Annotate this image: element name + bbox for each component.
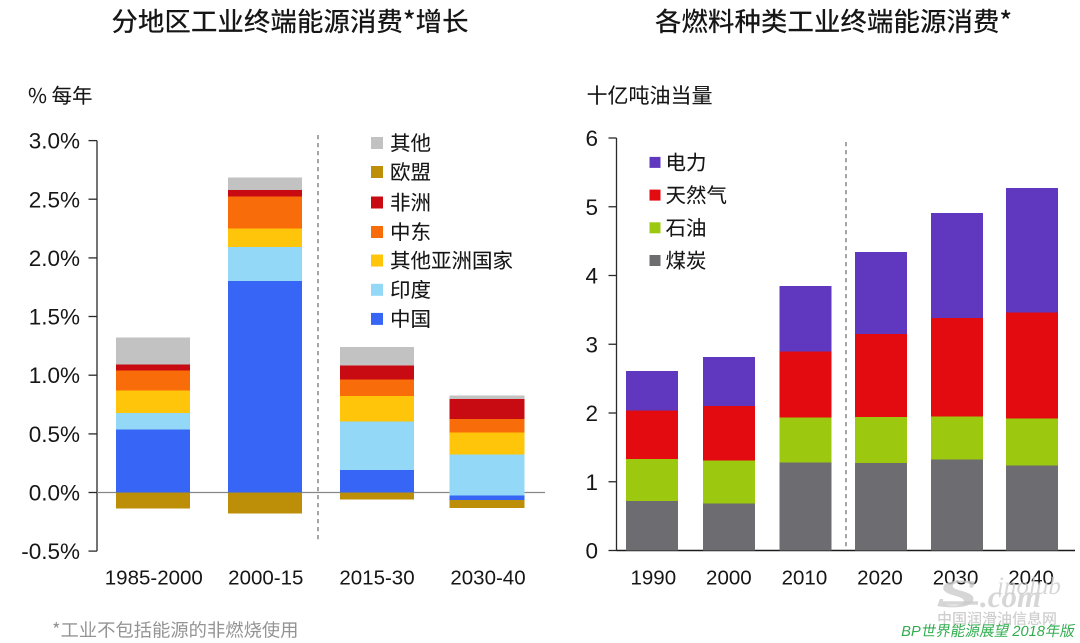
svg-text:1: 1 bbox=[585, 470, 598, 495]
svg-text:5: 5 bbox=[585, 195, 598, 220]
svg-text:2030-40: 2030-40 bbox=[450, 567, 525, 590]
svg-text:0.0%: 0.0% bbox=[29, 481, 80, 506]
svg-text:0: 0 bbox=[585, 539, 598, 564]
svg-text:2000: 2000 bbox=[706, 567, 752, 590]
svg-text:2015-30: 2015-30 bbox=[339, 567, 414, 590]
svg-text:2040: 2040 bbox=[1008, 567, 1054, 590]
svg-text:2: 2 bbox=[585, 401, 598, 426]
svg-text:2.5%: 2.5% bbox=[29, 187, 80, 212]
svg-text:1.5%: 1.5% bbox=[29, 305, 80, 330]
svg-text:6: 6 bbox=[585, 126, 598, 151]
svg-text:-0.5%: -0.5% bbox=[21, 539, 80, 564]
svg-text:3.0%: 3.0% bbox=[29, 129, 80, 154]
svg-text:1985-2000: 1985-2000 bbox=[105, 567, 203, 590]
svg-text:3: 3 bbox=[585, 332, 598, 357]
svg-text:2010: 2010 bbox=[782, 567, 828, 590]
svg-text:2020: 2020 bbox=[857, 567, 903, 590]
svg-text:1990: 1990 bbox=[630, 567, 676, 590]
svg-text:4: 4 bbox=[585, 264, 598, 289]
svg-text:1.0%: 1.0% bbox=[29, 363, 80, 388]
svg-text:2.0%: 2.0% bbox=[29, 246, 80, 271]
svg-text:2000-15: 2000-15 bbox=[228, 567, 303, 590]
svg-text:2030: 2030 bbox=[933, 567, 979, 590]
svg-text:0.5%: 0.5% bbox=[29, 422, 80, 447]
